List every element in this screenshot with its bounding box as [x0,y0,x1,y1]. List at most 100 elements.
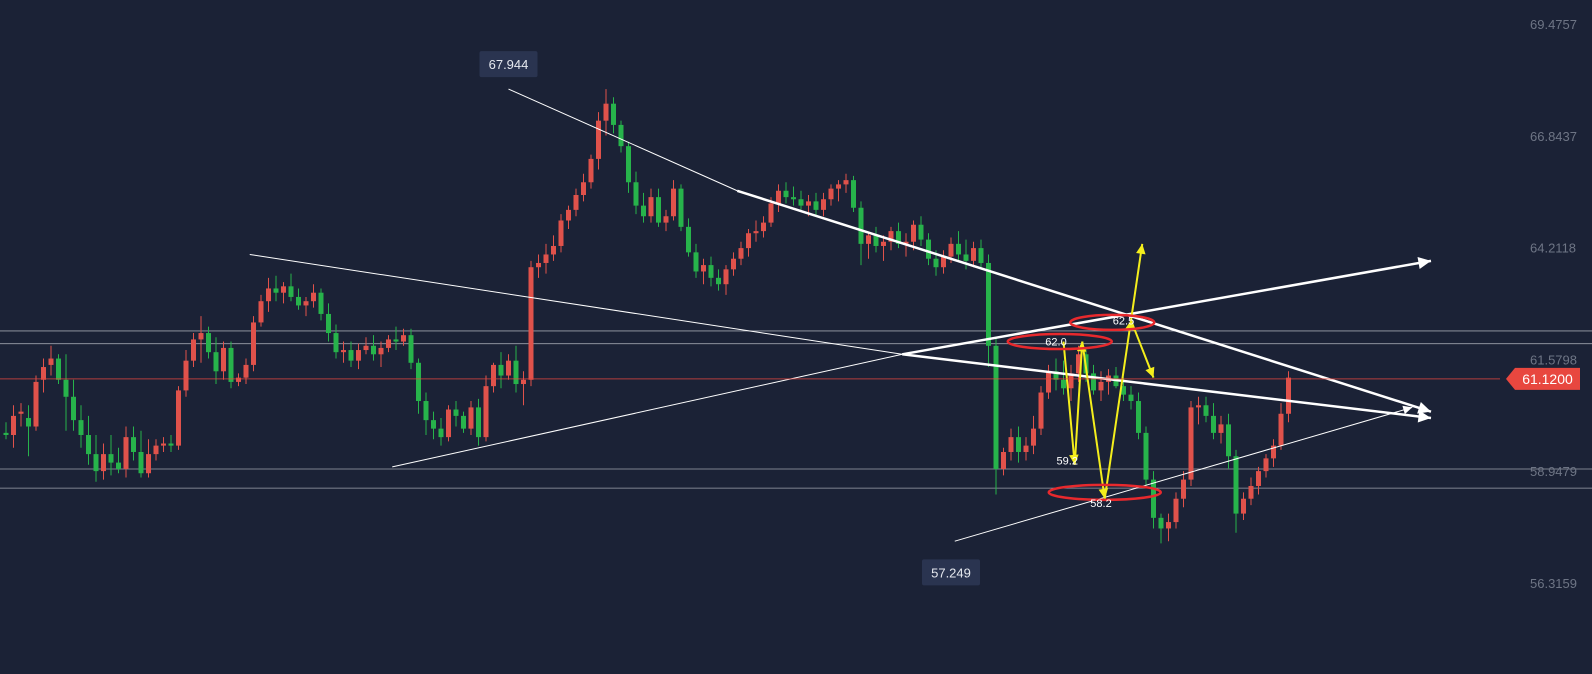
candle-body [971,248,976,261]
candle [641,192,646,223]
price-axis[interactable]: 69.4757 66.8437 64.2118 61.5798 58.9479 … [1530,17,1577,591]
candle-body [101,454,106,472]
candle [851,175,856,212]
candle-body [483,386,489,438]
low-callout-box [922,559,980,586]
candle-body [1053,371,1059,380]
candle [821,192,826,217]
candle [536,254,541,278]
candle-body [993,345,999,469]
candle [1143,426,1149,489]
candle-body [1008,437,1014,452]
candle [1218,415,1224,444]
candle [138,430,144,478]
price-axis-tick: 56.3159 [1530,576,1577,591]
candle-body [363,345,369,351]
candle-body [753,231,759,234]
candle [221,341,226,380]
candle [753,220,759,242]
candle [896,222,901,249]
trendline [736,189,1432,413]
candle-body [468,407,474,429]
candle-body [26,418,31,427]
candle [131,426,136,461]
candle [858,201,864,266]
candle [153,439,159,461]
candle [423,392,429,436]
candle-body [1023,445,1029,452]
candle [723,265,729,295]
candle [86,415,91,465]
projection-arrow [1145,366,1155,378]
candle-body [326,313,331,334]
candle-body [408,335,414,363]
candle [551,235,556,261]
marker-ellipses [1006,313,1162,502]
candle-body [1248,485,1254,499]
candle-body [573,195,579,210]
candle-body [611,103,616,125]
price-axis-tick: 64.2118 [1530,241,1576,256]
candle-body [1203,405,1209,416]
marker-ellipse [1006,332,1113,351]
candle [48,345,54,376]
level-label: 62.5 [1113,315,1134,327]
candle-body [678,188,684,227]
candle [431,411,436,440]
candle [461,411,466,433]
candle [588,154,594,189]
candle [566,205,571,229]
candle-body [1286,377,1291,414]
candle-body [716,277,721,285]
candle [146,439,151,478]
trendline [954,406,1413,542]
candle-body [656,197,661,223]
candlesticks [3,89,1291,544]
price-axis-tick: 58.9479 [1530,464,1577,479]
candle [873,226,879,253]
candle [603,89,609,136]
candle-body [1016,437,1021,452]
candle [1001,447,1006,476]
candle [986,254,991,368]
trendline [508,88,738,192]
current-price-tag: 61.1200 [1506,367,1580,390]
candle-body [731,258,736,270]
candle [581,173,586,202]
trendlines [249,88,1432,542]
level-label: 59.2 [1057,455,1078,467]
candle [971,241,976,268]
candle [1016,426,1021,463]
candle-body [843,180,849,185]
candle [1233,449,1239,533]
candle-body [633,182,639,206]
candle-body [1233,456,1239,514]
candle-body [596,120,601,159]
candle [1068,364,1074,402]
candle-body [926,239,931,259]
candle-body [746,233,751,249]
candle [476,398,481,446]
candle-body [146,454,151,474]
candle-body [416,362,421,402]
candle-body [498,364,504,376]
candle [483,375,489,442]
candle-body [761,222,766,232]
candle-body [266,288,271,302]
candle [18,403,24,427]
candle-body [401,335,406,342]
candle-body [258,301,264,323]
candle-body [1046,371,1051,393]
candle [303,296,309,317]
candle [671,180,676,221]
candle [611,97,616,134]
price-axis-tick: 66.8437 [1530,129,1577,144]
candle [918,216,924,246]
candle-body [288,286,294,297]
candle-body [588,158,594,183]
candle-body [1181,479,1186,499]
low-price-callout: 57.249 [922,559,980,586]
candle [678,184,684,232]
candle-body [431,420,436,429]
